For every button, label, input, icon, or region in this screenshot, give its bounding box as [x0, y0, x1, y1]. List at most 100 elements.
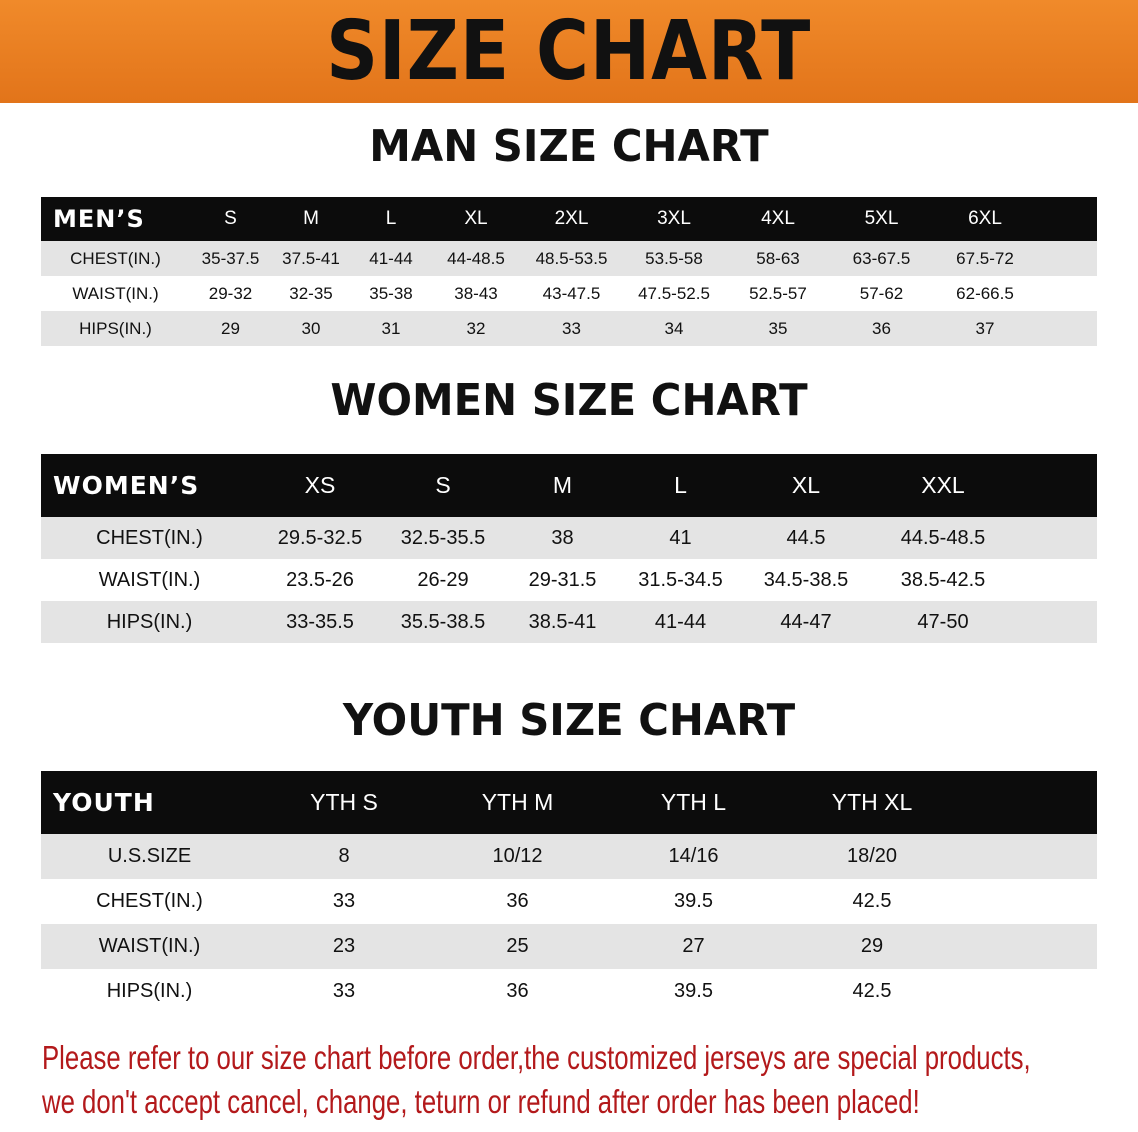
size-header: XL [740, 454, 872, 517]
table-row: WAIST(IN.) 23 25 27 29 [41, 924, 1097, 969]
measurement-value: 39.5 [605, 879, 782, 924]
measurement-value: 25 [430, 924, 605, 969]
measurement-value: 41 [621, 517, 740, 559]
table-row: HIPS(IN.) 33-35.5 35.5-38.5 38.5-41 41-44 44-… [41, 601, 1097, 643]
measurement-value: 41-44 [621, 601, 740, 643]
measurement-value: 47-50 [872, 601, 1014, 643]
measurement-label: HIPS(IN.) [41, 311, 190, 346]
table-row: HIPS(IN.) 33 36 39.5 42.5 [41, 969, 1097, 1014]
measurement-value: 44.5-48.5 [872, 517, 1014, 559]
spacer-cell [1014, 517, 1097, 559]
measurement-value: 44-48.5 [431, 241, 521, 276]
measurement-value: 36 [430, 879, 605, 924]
header-row: YOUTH YTH S YTH M YTH L YTH XL [41, 771, 1097, 834]
table-row: CHEST(IN.) 33 36 39.5 42.5 [41, 879, 1097, 924]
size-header: M [271, 197, 351, 241]
measurement-label: HIPS(IN.) [41, 601, 258, 643]
size-header: YTH M [430, 771, 605, 834]
measurement-value: 35 [726, 311, 830, 346]
measurement-value: 62-66.5 [933, 276, 1037, 311]
measurement-value: 29.5-32.5 [258, 517, 382, 559]
size-header: M [504, 454, 621, 517]
measurement-value: 34.5-38.5 [740, 559, 872, 601]
size-header: 6XL [933, 197, 1037, 241]
youth-section-title: YOUTH SIZE CHART [342, 695, 796, 746]
size-header: YTH L [605, 771, 782, 834]
spacer-cell [962, 924, 1097, 969]
measurement-value: 26-29 [382, 559, 504, 601]
measurement-value: 23 [258, 924, 430, 969]
measurement-value: 35-38 [351, 276, 431, 311]
measurement-value: 33 [258, 879, 430, 924]
size-header: L [621, 454, 740, 517]
measurement-value: 63-67.5 [830, 241, 933, 276]
size-header: 3XL [622, 197, 726, 241]
measurement-value: 52.5-57 [726, 276, 830, 311]
table-header-label: MEN’S [41, 197, 190, 241]
measurement-value: 33 [258, 969, 430, 1014]
measurement-value: 44-47 [740, 601, 872, 643]
measurement-value: 29-32 [190, 276, 271, 311]
table-header-label: WOMEN’S [41, 454, 258, 517]
measurement-value: 8 [258, 834, 430, 879]
size-header: XL [431, 197, 521, 241]
measurement-value: 58-63 [726, 241, 830, 276]
measurement-value: 14/16 [605, 834, 782, 879]
measurement-label: CHEST(IN.) [41, 879, 258, 924]
measurement-value: 47.5-52.5 [622, 276, 726, 311]
measurement-value: 38.5-41 [504, 601, 621, 643]
table-row: HIPS(IN.) 29 30 31 32 33 34 35 36 37 [41, 311, 1097, 346]
spacer-cell [962, 879, 1097, 924]
spacer-cell [962, 969, 1097, 1014]
women-section-title: WOMEN SIZE CHART [330, 375, 808, 426]
notice-line-2: we don't accept cancel, change, teturn o… [42, 1083, 920, 1120]
notice-line-1: Please refer to our size chart before or… [42, 1039, 1031, 1076]
measurement-value: 36 [430, 969, 605, 1014]
header-row: WOMEN’S XS S M L XL XXL [41, 454, 1097, 517]
women-size-table: WOMEN’S XS S M L XL XXL CHEST(IN.) 29.5-32.5 32.5… [41, 454, 1097, 643]
measurement-value: 43-47.5 [521, 276, 622, 311]
table-row: WAIST(IN.) 23.5-26 26-29 29-31.5 31.5-34.5 34… [41, 559, 1097, 601]
measurement-value: 29 [782, 924, 962, 969]
measurement-value: 32 [431, 311, 521, 346]
measurement-value: 35-37.5 [190, 241, 271, 276]
size-header: S [382, 454, 504, 517]
measurement-value: 30 [271, 311, 351, 346]
size-header: XS [258, 454, 382, 517]
measurement-value: 42.5 [782, 969, 962, 1014]
measurement-value: 53.5-58 [622, 241, 726, 276]
spacer-cell [1037, 197, 1097, 241]
main-title: SIZE CHART [326, 4, 812, 99]
measurement-value: 32-35 [271, 276, 351, 311]
men-section-title: MAN SIZE CHART [369, 121, 769, 172]
measurement-value: 38.5-42.5 [872, 559, 1014, 601]
header-banner: SIZE CHART [0, 0, 1138, 103]
measurement-label: U.S.SIZE [41, 834, 258, 879]
measurement-value: 57-62 [830, 276, 933, 311]
size-header: 4XL [726, 197, 830, 241]
table-row: CHEST(IN.) 35-37.5 37.5-41 41-44 44-48.5 48.5… [41, 241, 1097, 276]
measurement-value: 33 [521, 311, 622, 346]
table-row: CHEST(IN.) 29.5-32.5 32.5-35.5 38 41 44.5 44.5… [41, 517, 1097, 559]
measurement-value: 44.5 [740, 517, 872, 559]
spacer-cell [1014, 559, 1097, 601]
measurement-label: WAIST(IN.) [41, 559, 258, 601]
spacer-cell [962, 834, 1097, 879]
measurement-label: WAIST(IN.) [41, 924, 258, 969]
size-header: 5XL [830, 197, 933, 241]
table-row: U.S.SIZE 8 10/12 14/16 18/20 [41, 834, 1097, 879]
measurement-value: 10/12 [430, 834, 605, 879]
spacer-cell [962, 771, 1097, 834]
measurement-value: 23.5-26 [258, 559, 382, 601]
measurement-value: 32.5-35.5 [382, 517, 504, 559]
measurement-label: HIPS(IN.) [41, 969, 258, 1014]
spacer-cell [1037, 311, 1097, 346]
measurement-value: 37.5-41 [271, 241, 351, 276]
measurement-value: 38-43 [431, 276, 521, 311]
header-row: MEN’S S M L XL 2XL 3XL 4XL 5XL 6XL [41, 197, 1097, 241]
spacer-cell [1037, 241, 1097, 276]
measurement-value: 41-44 [351, 241, 431, 276]
measurement-value: 18/20 [782, 834, 962, 879]
measurement-value: 39.5 [605, 969, 782, 1014]
measurement-label: CHEST(IN.) [41, 517, 258, 559]
